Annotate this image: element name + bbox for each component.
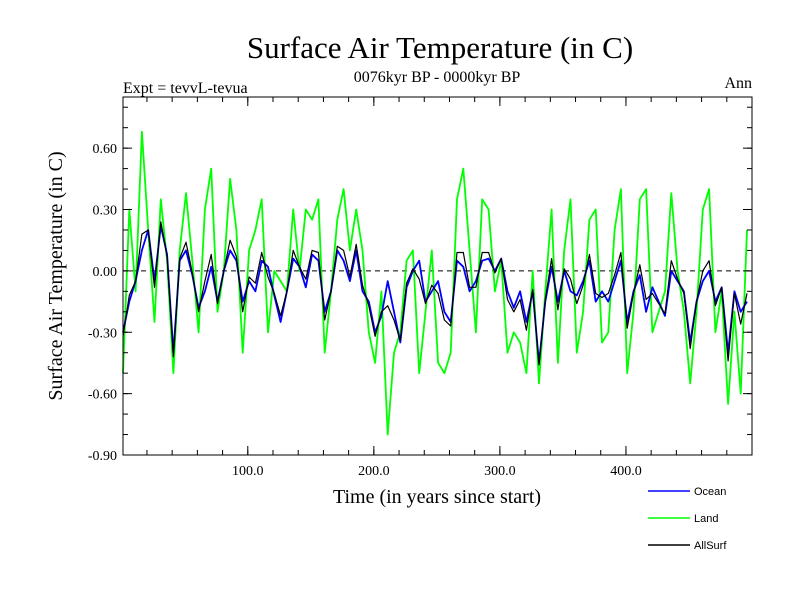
- experiment-label: Expt = tevvL-tevua: [123, 80, 248, 97]
- chart-title: Surface Air Temperature (in C): [247, 30, 633, 65]
- plot-frame: [122, 96, 753, 456]
- season-label: Ann: [724, 75, 752, 92]
- x-tick-label: 400.0: [610, 464, 642, 479]
- series-layer: [122, 130, 748, 436]
- series-line-land: [122, 130, 748, 436]
- series-line-allsurf: [122, 221, 748, 366]
- y-axis-label: Surface Air Temperature (in C): [45, 151, 67, 400]
- y-tick-label: -0.90: [88, 449, 117, 464]
- legend-label-land: Land: [694, 513, 718, 525]
- y-tick-label: -0.60: [88, 388, 117, 403]
- y-tick-label: 0.60: [93, 142, 118, 157]
- y-tick-label: 0.00: [93, 265, 118, 280]
- y-tick-label: -0.30: [88, 326, 117, 341]
- legend-label-allsurf: AllSurf: [694, 540, 727, 552]
- legend-label-ocean: Ocean: [694, 486, 726, 498]
- x-tick-label: 300.0: [484, 464, 516, 479]
- x-tick-label: 200.0: [358, 464, 390, 479]
- series-line-ocean: [122, 224, 748, 364]
- legend: Ocean Land AllSurf: [648, 486, 727, 552]
- x-axis-label: Time (in years since start): [333, 486, 541, 508]
- chart-subtitle: 0076kyr BP - 0000kyr BP: [354, 69, 521, 86]
- x-tick-label: 100.0: [232, 464, 264, 479]
- axes-layer: -0.90 -0.60 -0.30 0.00 0.30 0.60 100.0 200.0 300…: [88, 96, 753, 479]
- y-tick-label: 0.30: [93, 204, 118, 219]
